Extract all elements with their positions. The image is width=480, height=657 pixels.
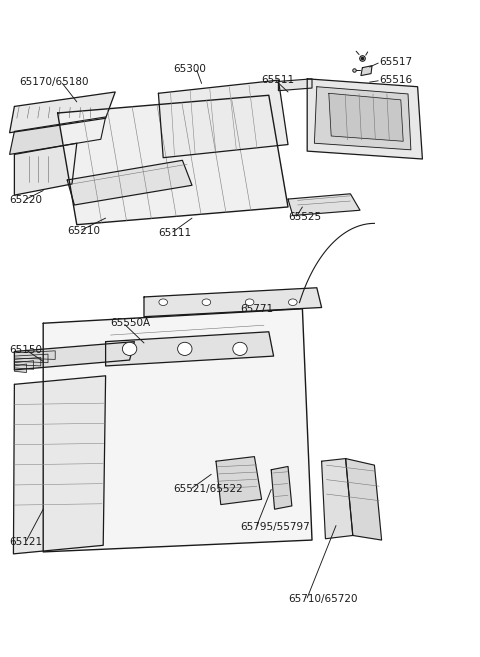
Text: 65111: 65111 bbox=[158, 228, 192, 238]
Text: 65517: 65517 bbox=[379, 57, 412, 68]
Polygon shape bbox=[216, 457, 262, 505]
Polygon shape bbox=[346, 459, 382, 540]
Ellipse shape bbox=[178, 342, 192, 355]
Polygon shape bbox=[14, 357, 41, 366]
Ellipse shape bbox=[202, 299, 211, 306]
Polygon shape bbox=[67, 160, 192, 205]
Text: 65210: 65210 bbox=[67, 226, 100, 237]
Text: 65300: 65300 bbox=[173, 64, 205, 74]
Polygon shape bbox=[14, 342, 134, 370]
Polygon shape bbox=[58, 95, 288, 225]
Polygon shape bbox=[322, 459, 353, 539]
Polygon shape bbox=[271, 466, 292, 509]
Polygon shape bbox=[329, 93, 403, 141]
Text: 65170/65180: 65170/65180 bbox=[19, 77, 89, 87]
Ellipse shape bbox=[159, 299, 168, 306]
Ellipse shape bbox=[245, 299, 254, 306]
Polygon shape bbox=[14, 364, 26, 373]
Ellipse shape bbox=[122, 342, 137, 355]
Text: 65121: 65121 bbox=[10, 537, 43, 547]
Text: 65771: 65771 bbox=[240, 304, 273, 314]
Polygon shape bbox=[10, 117, 106, 154]
Text: 65516: 65516 bbox=[379, 75, 412, 85]
Polygon shape bbox=[278, 79, 312, 91]
Polygon shape bbox=[307, 79, 422, 159]
Polygon shape bbox=[14, 351, 55, 359]
Ellipse shape bbox=[288, 299, 297, 306]
Text: 65220: 65220 bbox=[10, 195, 43, 206]
Polygon shape bbox=[14, 361, 34, 369]
Polygon shape bbox=[314, 87, 411, 150]
Ellipse shape bbox=[233, 342, 247, 355]
Polygon shape bbox=[13, 376, 106, 554]
Polygon shape bbox=[14, 354, 48, 363]
Polygon shape bbox=[288, 194, 360, 215]
Text: 65511: 65511 bbox=[262, 75, 295, 85]
Polygon shape bbox=[144, 288, 322, 317]
Text: 65521/65522: 65521/65522 bbox=[173, 484, 242, 495]
Polygon shape bbox=[158, 80, 288, 158]
Polygon shape bbox=[43, 309, 312, 552]
Polygon shape bbox=[106, 332, 274, 366]
Text: 65525: 65525 bbox=[288, 212, 321, 222]
Text: 65550A: 65550A bbox=[110, 318, 151, 328]
Text: 65710/65720: 65710/65720 bbox=[288, 594, 358, 604]
Text: 65150: 65150 bbox=[10, 344, 43, 355]
Polygon shape bbox=[361, 66, 372, 76]
Text: 65795/55797: 65795/55797 bbox=[240, 522, 310, 532]
Polygon shape bbox=[14, 143, 77, 195]
Polygon shape bbox=[10, 92, 115, 133]
